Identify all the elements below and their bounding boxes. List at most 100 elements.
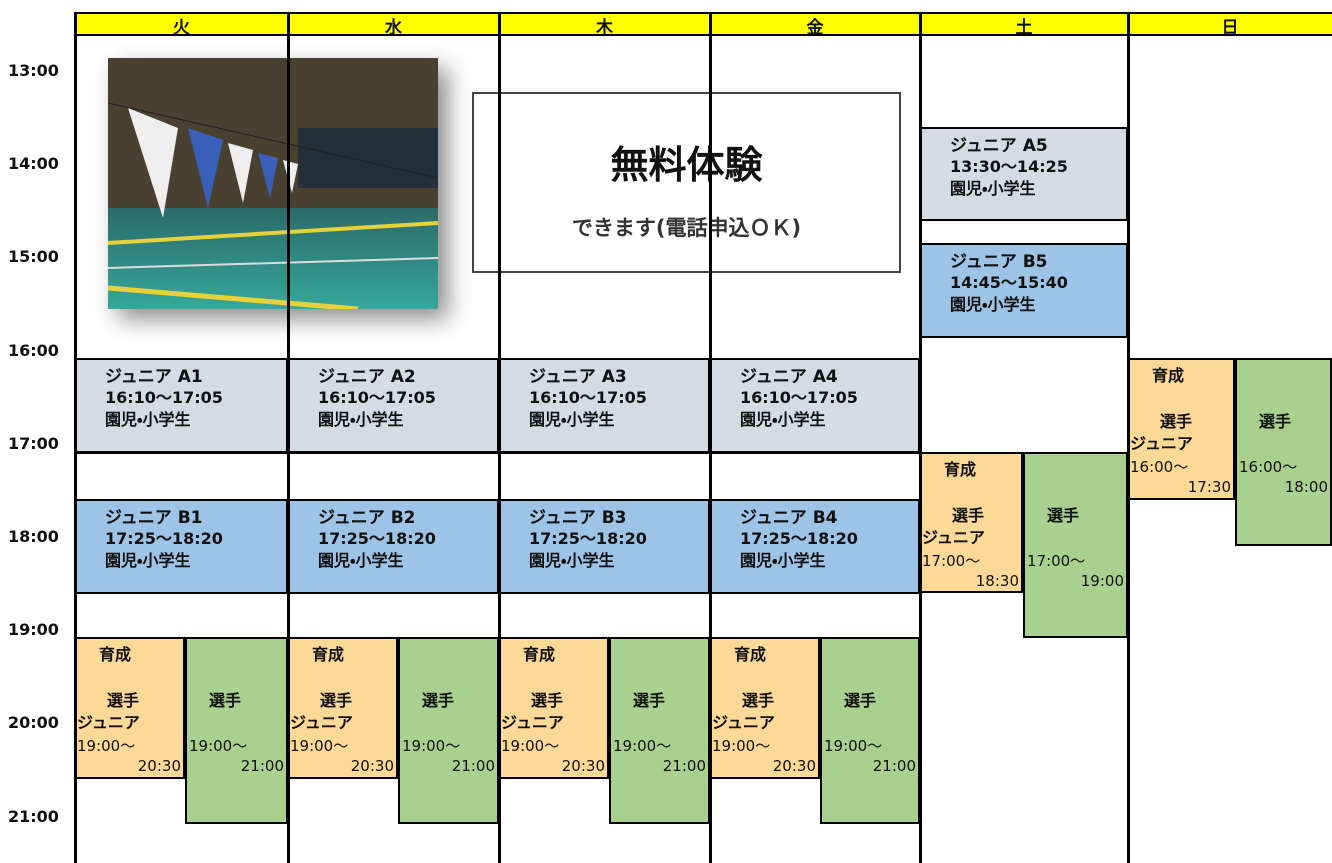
class-name: ジュニア B5 [950, 252, 1048, 272]
photo-image [107, 58, 439, 312]
ikusei-block: 育成 選手 ジュニア 16:00〜 17:30 [1128, 358, 1235, 500]
kind-label: 育成 [1152, 366, 1185, 385]
time-label: 15:00 [8, 247, 59, 267]
row-line [288, 452, 499, 454]
column-line [919, 12, 922, 863]
kind-label: 育成 [523, 645, 556, 664]
class-time: 16:10〜17:05 [105, 388, 223, 407]
course-label: 選手 [209, 691, 242, 710]
class-name: ジュニア A2 [318, 367, 416, 387]
senshu-block: 選手 19:00〜 21:00 [820, 637, 920, 824]
time-label: 20:00 [8, 713, 59, 733]
course-label: ジュニア [922, 528, 985, 547]
class-time: 17:25〜18:20 [740, 529, 858, 548]
time-label: 21:00 [8, 806, 59, 826]
course-label: 選手 [742, 691, 775, 710]
kind-label: 育成 [99, 645, 132, 664]
end-time: 21:00 [662, 757, 706, 775]
column-line [498, 12, 501, 36]
start-time: 19:00〜 [402, 737, 461, 755]
column-line [1127, 12, 1130, 36]
end-time: 18:30 [975, 572, 1019, 590]
day-label: 火 [173, 18, 190, 38]
course-label: 選手 [1047, 506, 1080, 525]
row-line [75, 452, 288, 454]
day-label: 日 [1221, 18, 1239, 38]
promo-subtitle: できます(電話申込ＯＫ) [571, 216, 802, 240]
senshu-block: 選手 17:00〜 19:00 [1023, 452, 1128, 638]
class-block: ジュニア B3 17:25〜18:20 園児・小学生 [499, 499, 710, 594]
course-label: 選手 [633, 691, 666, 710]
day-label: 土 [1015, 18, 1033, 38]
class-target: 園児・小学生 [740, 410, 826, 429]
class-name: ジュニア B2 [318, 508, 416, 528]
end-time: 18:00 [1284, 478, 1328, 496]
class-time: 16:10〜17:05 [740, 388, 858, 407]
class-time: 17:25〜18:20 [318, 529, 436, 548]
column-line [919, 12, 922, 36]
class-name: ジュニア B3 [529, 508, 627, 528]
class-target: 園児・小学生 [950, 295, 1036, 314]
course-label: 選手 [320, 691, 353, 710]
ikusei-block: 育成選手ジュニア 19:00〜 20:30 [75, 637, 185, 779]
course-label: ジュニア [77, 713, 140, 732]
course-label: ジュニア [290, 713, 353, 732]
start-time: 17:00〜 [922, 552, 981, 570]
class-block: ジュニア B5 14:45〜15:40 園児・小学生 [920, 243, 1128, 338]
ikusei-block: 育成 選手 ジュニア 19:00〜 20:30 [288, 637, 398, 779]
row-line [710, 452, 920, 454]
ikusei-block: 育成 選手 ジュニア 19:00〜 20:30 [499, 637, 609, 779]
kind-label: 育成 [944, 460, 977, 479]
day-label: 金 [806, 18, 824, 38]
row-line [499, 452, 710, 454]
day-label: 木 [596, 18, 613, 38]
column-line [709, 12, 712, 36]
class-time: 16:10〜17:05 [529, 388, 647, 407]
course-label: 選手 [952, 506, 985, 525]
class-target: 園児・小学生 [318, 410, 404, 429]
day-label: 水 [385, 18, 402, 38]
class-target: 園児・小学生 [105, 410, 191, 429]
start-time: 19:00〜 [613, 737, 672, 755]
class-target: 園児・小学生 [740, 551, 826, 570]
course-label: 選手 [422, 691, 455, 710]
kind-label: 育成 [312, 645, 345, 664]
class-target: 園児・小学生 [950, 179, 1036, 198]
class-block: ジュニア B4 17:25〜18:20 園児・小学生 [710, 499, 920, 594]
class-name: ジュニア B4 [740, 508, 838, 528]
end-time: 20:30 [772, 757, 816, 775]
ikusei-block: 育成選手ジュニア 19:00〜 20:30 [710, 637, 820, 779]
class-name: ジュニア A5 [950, 136, 1048, 156]
class-time: 14:45〜15:40 [950, 273, 1068, 292]
kind-label: 育成 [734, 645, 767, 664]
ikusei-block: 育成選手ジュニア 17:00〜 18:30 [920, 452, 1023, 593]
column-line [74, 12, 77, 36]
class-target: 園児・小学生 [529, 551, 615, 570]
course-label: ジュニア [501, 713, 564, 732]
class-block: ジュニア A5 13:30〜14:25 園児・小学生 [920, 127, 1128, 221]
course-label: ジュニア [712, 713, 775, 732]
class-target: 園児・小学生 [529, 410, 615, 429]
senshu-block: 選手 19:00〜 21:00 [609, 637, 710, 824]
end-time: 17:30 [1187, 478, 1231, 496]
end-time: 20:30 [137, 757, 181, 775]
class-name: ジュニア B1 [105, 508, 203, 528]
class-target: 園児・小学生 [318, 551, 404, 570]
start-time: 17:00〜 [1027, 552, 1086, 570]
start-time: 19:00〜 [712, 737, 771, 755]
senshu-block: 選手 19:00〜 21:00 [398, 637, 499, 824]
promo-title: 無料体験 [610, 143, 763, 187]
column-line [287, 12, 290, 36]
start-time: 19:00〜 [77, 737, 136, 755]
time-label: 19:00 [8, 620, 59, 640]
class-name: ジュニア A3 [529, 367, 627, 387]
end-time: 21:00 [240, 757, 284, 775]
course-label: 選手 [107, 691, 140, 710]
class-block: ジュニア A1 16:10〜17:05 園児・小学生 [75, 358, 288, 453]
class-block: ジュニア A3 16:10〜17:05 園児・小学生 [499, 358, 710, 453]
start-time: 19:00〜 [189, 737, 248, 755]
course-label: 選手 [844, 691, 877, 710]
class-block: ジュニア A2 16:10〜17:05 園児・小学生 [288, 358, 499, 453]
time-label: 14:00 [8, 154, 59, 174]
